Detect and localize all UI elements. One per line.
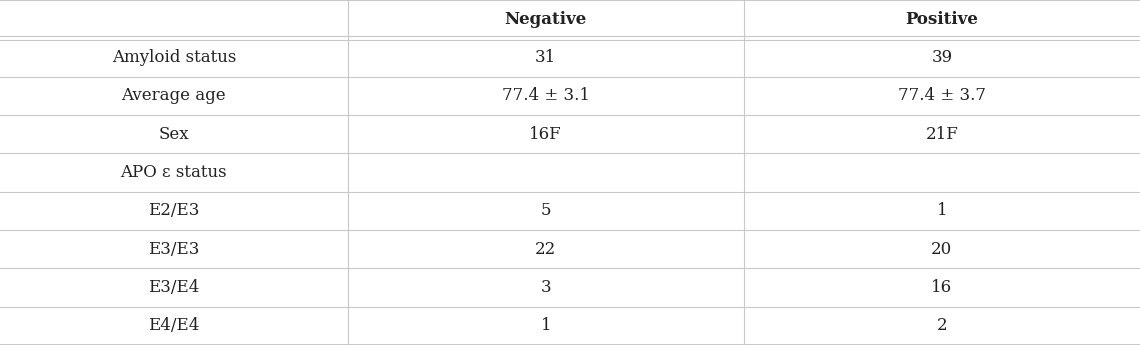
Text: 20: 20 [931, 241, 953, 258]
Text: 31: 31 [535, 49, 556, 66]
Text: E2/E3: E2/E3 [148, 202, 200, 219]
Text: Average age: Average age [122, 87, 226, 104]
Text: 1: 1 [937, 202, 947, 219]
Text: 22: 22 [535, 241, 556, 258]
Text: Positive: Positive [905, 11, 978, 28]
Text: 77.4 ± 3.7: 77.4 ± 3.7 [898, 87, 986, 104]
Text: 2: 2 [937, 317, 947, 334]
Text: 21F: 21F [926, 126, 959, 143]
Text: Negative: Negative [505, 11, 587, 28]
Text: 1: 1 [540, 317, 551, 334]
Text: E4/E4: E4/E4 [148, 317, 200, 334]
Text: 77.4 ± 3.1: 77.4 ± 3.1 [502, 87, 589, 104]
Text: Sex: Sex [158, 126, 189, 143]
Text: E3/E3: E3/E3 [148, 241, 200, 258]
Text: 3: 3 [540, 279, 551, 296]
Text: APO ε status: APO ε status [121, 164, 227, 181]
Text: 16: 16 [931, 279, 953, 296]
Text: E3/E4: E3/E4 [148, 279, 200, 296]
Text: 5: 5 [540, 202, 551, 219]
Text: 16F: 16F [529, 126, 562, 143]
Text: Amyloid status: Amyloid status [112, 49, 236, 66]
Text: 39: 39 [931, 49, 953, 66]
